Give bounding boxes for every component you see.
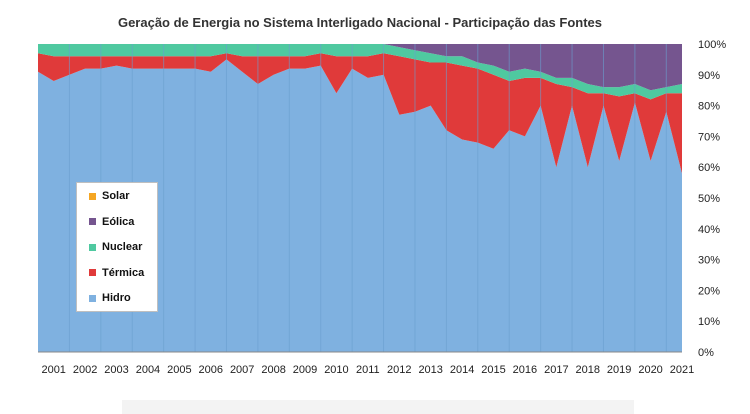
y-tick-label: 20%	[698, 285, 720, 297]
x-tick-label: 2015	[481, 364, 505, 376]
y-axis-ticks: 0% 10% 20% 30% 40% 50% 60% 70% 80% 90% 100%	[698, 39, 726, 359]
x-tick-label: 2014	[450, 364, 474, 376]
y-tick-label: 80%	[698, 101, 720, 113]
x-tick-label: 2012	[387, 364, 411, 376]
legend-swatch	[89, 218, 96, 225]
x-tick-label: 2011	[356, 364, 380, 376]
y-tick-label: 10%	[698, 316, 720, 328]
legend-item-hidro: Hidro	[89, 291, 131, 305]
x-tick-label: 2004	[136, 364, 160, 376]
legend-swatch	[89, 294, 96, 302]
y-tick-label: 60%	[698, 162, 720, 174]
legend-item-solar: Solar	[89, 189, 130, 203]
x-tick-label: 2021	[670, 364, 694, 376]
area-series-eólica	[38, 44, 682, 91]
area-series-térmica	[38, 53, 682, 174]
legend-item-eólica: Eólica	[89, 215, 134, 229]
footer-bar	[122, 400, 634, 414]
legend-swatch	[89, 192, 96, 200]
area-series-nuclear	[38, 44, 682, 100]
legend-label: Eólica	[102, 215, 135, 228]
legend: Solar Eólica Nuclear Térmica Hidro	[76, 182, 158, 312]
x-tick-label: 2003	[104, 364, 128, 376]
y-tick-label: 70%	[698, 131, 720, 143]
y-tick-label: 100%	[698, 39, 726, 51]
legend-label: Nuclear	[102, 241, 143, 253]
y-tick-label: 0%	[698, 347, 714, 359]
x-tick-label: 2017	[544, 364, 568, 376]
x-tick-label: 2019	[607, 364, 631, 376]
legend-label: Hidro	[102, 292, 131, 304]
x-tick-label: 2016	[513, 364, 537, 376]
x-tick-label: 2008	[261, 364, 285, 376]
x-tick-label: 2020	[638, 364, 662, 376]
x-tick-label: 2013	[418, 364, 442, 376]
x-tick-label: 2007	[230, 364, 254, 376]
x-tick-label: 2001	[41, 364, 65, 376]
legend-item-nuclear: Nuclear	[89, 240, 142, 254]
area-series-hidro	[38, 59, 682, 353]
y-tick-label: 50%	[698, 193, 720, 205]
x-tick-label: 2006	[199, 364, 223, 376]
legend-label: Térmica	[102, 266, 145, 279]
x-axis-ticks: 2001 2002 2003 2004 2005 2006 2007 2008 2009 2010…	[41, 364, 694, 376]
legend-swatch	[89, 243, 96, 251]
legend-item-térmica: Térmica	[89, 266, 144, 280]
x-tick-label: 2009	[293, 364, 317, 376]
x-tick-label: 2018	[576, 364, 600, 376]
x-tick-label: 2002	[73, 364, 97, 376]
x-tick-label: 2010	[324, 364, 348, 376]
legend-swatch	[89, 269, 96, 276]
y-tick-label: 40%	[698, 224, 720, 236]
x-tick-label: 2005	[167, 364, 191, 376]
chart-title: Geração de Energia no Sistema Interligad…	[117, 15, 603, 30]
y-tick-label: 30%	[698, 255, 720, 267]
y-tick-label: 90%	[698, 70, 720, 82]
legend-label: Solar	[102, 190, 130, 202]
